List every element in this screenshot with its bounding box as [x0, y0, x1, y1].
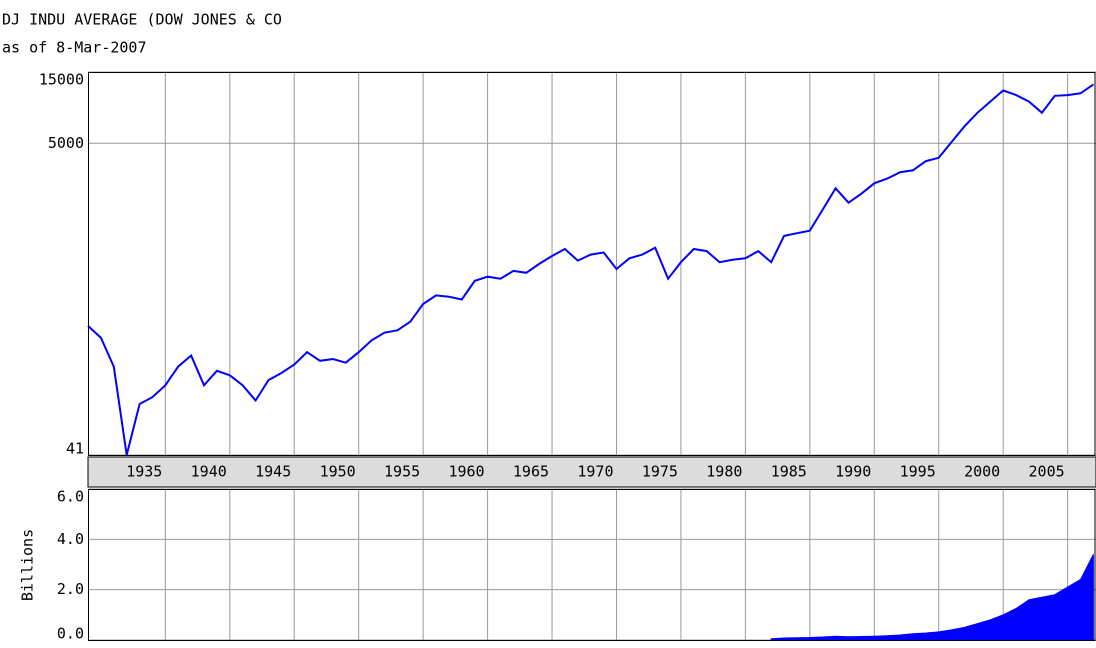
y-tick-label: 6.0	[57, 488, 84, 506]
x-tick-label: 1985	[771, 463, 807, 481]
plot-area	[88, 72, 1095, 455]
plot-area	[88, 489, 1095, 640]
x-tick-label: 1995	[900, 463, 936, 481]
x-tick-label: 1945	[255, 463, 291, 481]
x-tick-label: 1940	[191, 463, 227, 481]
x-tick-label: 2005	[1029, 463, 1065, 481]
x-tick-label: 2000	[964, 463, 1000, 481]
y-tick-label: 4.0	[57, 530, 84, 548]
plot-frame	[88, 72, 1096, 456]
x-tick-label: 1970	[577, 463, 613, 481]
y-tick-label: 0.0	[57, 625, 84, 643]
y-axis-label: Billions	[19, 529, 37, 601]
x-tick-label: 1935	[126, 463, 162, 481]
volume-area	[770, 554, 1094, 641]
y-tick-label: 5000	[48, 134, 84, 152]
y-tick-label: 15000	[39, 71, 84, 89]
chart-title: DJ INDU AVERAGE (DOW JONES & CO	[2, 11, 282, 29]
x-tick-label: 1950	[320, 463, 356, 481]
plot-frame	[88, 489, 1096, 641]
x-tick-label: 1975	[642, 463, 678, 481]
y-tick-label: 2.0	[57, 580, 84, 598]
y-tick-label: 41	[66, 440, 84, 458]
x-tick-label: 1955	[384, 463, 420, 481]
chart-subtitle: as of 8-Mar-2007	[2, 39, 147, 57]
x-tick-label: 1990	[835, 463, 871, 481]
price-line	[87, 83, 1094, 456]
x-tick-label: 1960	[448, 463, 484, 481]
x-tick-label: 1980	[706, 463, 742, 481]
date-band	[87, 456, 1096, 488]
x-tick-label: 1965	[513, 463, 549, 481]
